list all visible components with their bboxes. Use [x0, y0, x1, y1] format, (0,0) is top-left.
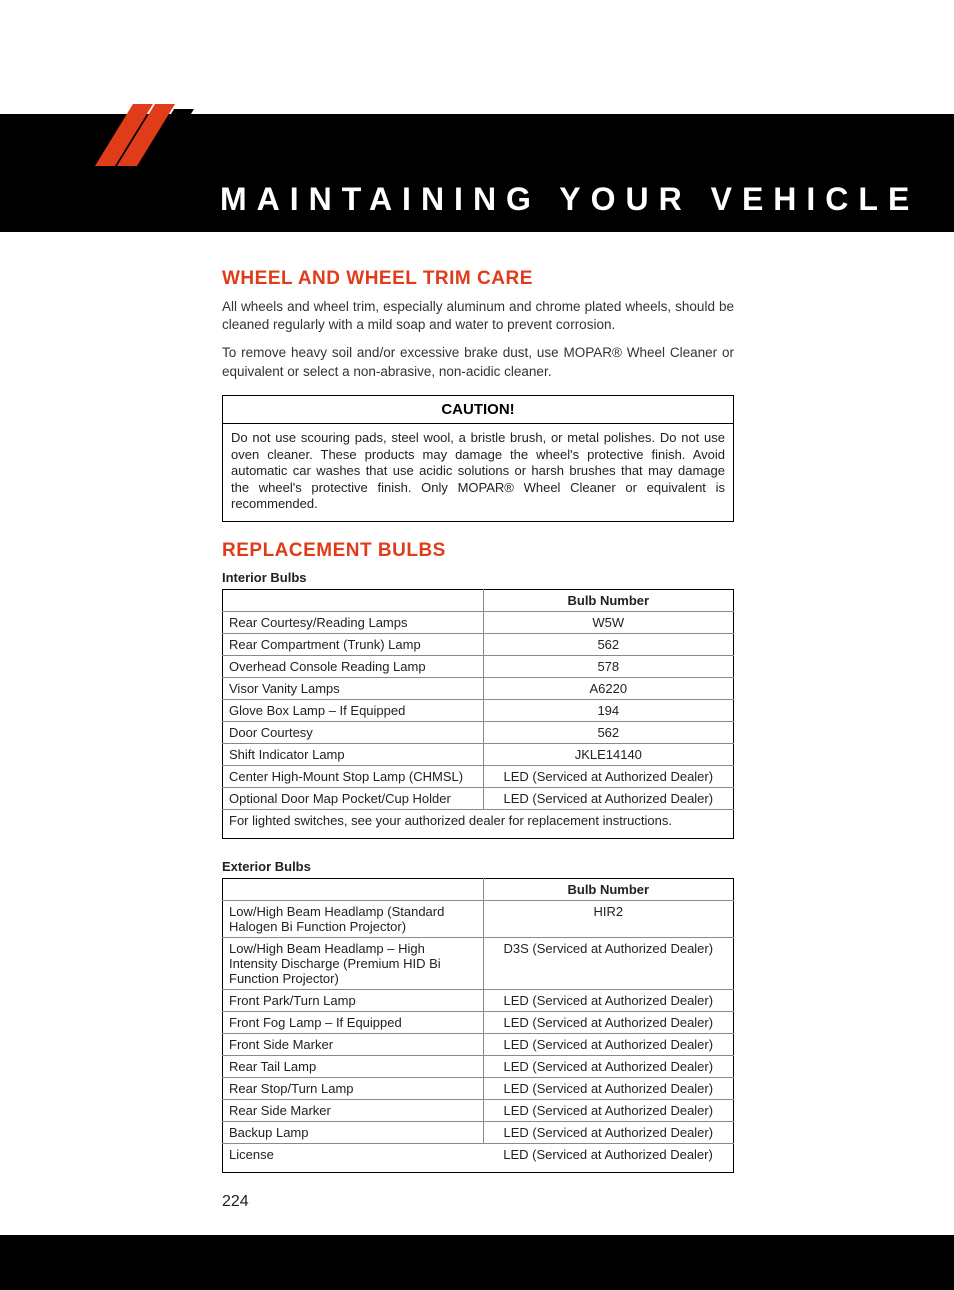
table-row: Center High-Mount Stop Lamp (CHMSL)LED (…	[223, 766, 734, 788]
caution-box: CAUTION! Do not use scouring pads, steel…	[222, 395, 734, 522]
bulb-number: D3S (Serviced at Authorized Dealer)	[483, 938, 733, 990]
table-header-empty	[223, 879, 484, 901]
bulb-name: Rear Stop/Turn Lamp	[223, 1078, 484, 1100]
bulb-number: LED (Serviced at Authorized Dealer)	[483, 1144, 733, 1173]
bulb-number: LED (Serviced at Authorized Dealer)	[483, 1100, 733, 1122]
bulb-number: 562	[483, 722, 733, 744]
table-footnote: For lighted switches, see your authorize…	[223, 810, 734, 839]
logo-stripes-icon	[95, 104, 195, 174]
exterior-bulbs-table: Bulb Number Low/High Beam Headlamp (Stan…	[222, 878, 734, 1173]
page-number: 224	[222, 1193, 734, 1211]
table-row: Door Courtesy562	[223, 722, 734, 744]
bulb-number: A6220	[483, 678, 733, 700]
table-footnote-row: For lighted switches, see your authorize…	[223, 810, 734, 839]
table-row: Low/High Beam Headlamp – High Intensity …	[223, 938, 734, 990]
bulb-number: HIR2	[483, 901, 733, 938]
bulb-number: LED (Serviced at Authorized Dealer)	[483, 1078, 733, 1100]
section-title-wheel: WHEEL AND WHEEL TRIM CARE	[222, 268, 734, 290]
bulb-name: Overhead Console Reading Lamp	[223, 656, 484, 678]
table-row: Rear Courtesy/Reading LampsW5W	[223, 612, 734, 634]
header-band: MAINTAINING YOUR VEHICLE	[0, 114, 954, 232]
table-row: Front Fog Lamp – If EquippedLED (Service…	[223, 1012, 734, 1034]
bulb-number: LED (Serviced at Authorized Dealer)	[483, 1122, 733, 1144]
interior-bulbs-label: Interior Bulbs	[222, 570, 734, 585]
table-header-bulb-number: Bulb Number	[483, 590, 733, 612]
table-row: Shift Indicator LampJKLE14140	[223, 744, 734, 766]
table-header-bulb-number: Bulb Number	[483, 879, 733, 901]
bulb-name: Center High-Mount Stop Lamp (CHMSL)	[223, 766, 484, 788]
caution-title: CAUTION!	[223, 396, 733, 424]
page-header-title: MAINTAINING YOUR VEHICLE	[220, 181, 919, 218]
interior-bulbs-table: Bulb Number Rear Courtesy/Reading LampsW…	[222, 589, 734, 839]
table-row: Rear Compartment (Trunk) Lamp562	[223, 634, 734, 656]
footer-band	[0, 1235, 954, 1290]
bulb-number: LED (Serviced at Authorized Dealer)	[483, 1056, 733, 1078]
bulb-name: Rear Side Marker	[223, 1100, 484, 1122]
caution-body: Do not use scouring pads, steel wool, a …	[223, 424, 733, 521]
table-header-empty	[223, 590, 484, 612]
bulb-name: Shift Indicator Lamp	[223, 744, 484, 766]
table-header-row: Bulb Number	[223, 590, 734, 612]
wheel-paragraph-1: All wheels and wheel trim, especially al…	[222, 298, 734, 334]
bulb-name: Front Side Marker	[223, 1034, 484, 1056]
table-row: Visor Vanity LampsA6220	[223, 678, 734, 700]
bulb-name: Rear Tail Lamp	[223, 1056, 484, 1078]
bulb-number: LED (Serviced at Authorized Dealer)	[483, 766, 733, 788]
bulb-number: LED (Serviced at Authorized Dealer)	[483, 1034, 733, 1056]
bulb-name: License	[223, 1144, 484, 1173]
table-row: Rear Side MarkerLED (Serviced at Authori…	[223, 1100, 734, 1122]
bulb-number: 562	[483, 634, 733, 656]
bulb-number: LED (Serviced at Authorized Dealer)	[483, 788, 733, 810]
bulb-number: W5W	[483, 612, 733, 634]
bulb-name: Front Fog Lamp – If Equipped	[223, 1012, 484, 1034]
table-row: Backup LampLED (Serviced at Authorized D…	[223, 1122, 734, 1144]
bulb-number: 194	[483, 700, 733, 722]
exterior-bulbs-label: Exterior Bulbs	[222, 859, 734, 874]
bulb-name: Optional Door Map Pocket/Cup Holder	[223, 788, 484, 810]
table-header-row: Bulb Number	[223, 879, 734, 901]
bulb-name: Backup Lamp	[223, 1122, 484, 1144]
bulb-name: Rear Courtesy/Reading Lamps	[223, 612, 484, 634]
bulb-name: Door Courtesy	[223, 722, 484, 744]
bulb-name: Glove Box Lamp – If Equipped	[223, 700, 484, 722]
bulb-name: Rear Compartment (Trunk) Lamp	[223, 634, 484, 656]
bulb-number: LED (Serviced at Authorized Dealer)	[483, 1012, 733, 1034]
table-row: Low/High Beam Headlamp (Standard Halogen…	[223, 901, 734, 938]
section-title-bulbs: REPLACEMENT BULBS	[222, 540, 734, 562]
table-row: Rear Stop/Turn LampLED (Serviced at Auth…	[223, 1078, 734, 1100]
bulb-name: Low/High Beam Headlamp – High Intensity …	[223, 938, 484, 990]
table-row: Front Side MarkerLED (Serviced at Author…	[223, 1034, 734, 1056]
bulb-number: LED (Serviced at Authorized Dealer)	[483, 990, 733, 1012]
table-row: Overhead Console Reading Lamp578	[223, 656, 734, 678]
bulb-number: JKLE14140	[483, 744, 733, 766]
content-area: WHEEL AND WHEEL TRIM CARE All wheels and…	[0, 232, 954, 1229]
page: MAINTAINING YOUR VEHICLE WHEEL AND WHEEL…	[0, 114, 954, 1290]
bulb-name: Front Park/Turn Lamp	[223, 990, 484, 1012]
table-row: LicenseLED (Serviced at Authorized Deale…	[223, 1144, 734, 1173]
table-row: Front Park/Turn LampLED (Serviced at Aut…	[223, 990, 734, 1012]
table-row: Glove Box Lamp – If Equipped194	[223, 700, 734, 722]
bulb-name: Visor Vanity Lamps	[223, 678, 484, 700]
wheel-paragraph-2: To remove heavy soil and/or excessive br…	[222, 344, 734, 380]
bulb-number: 578	[483, 656, 733, 678]
table-row: Optional Door Map Pocket/Cup HolderLED (…	[223, 788, 734, 810]
bulb-name: Low/High Beam Headlamp (Standard Halogen…	[223, 901, 484, 938]
table-row: Rear Tail LampLED (Serviced at Authorize…	[223, 1056, 734, 1078]
